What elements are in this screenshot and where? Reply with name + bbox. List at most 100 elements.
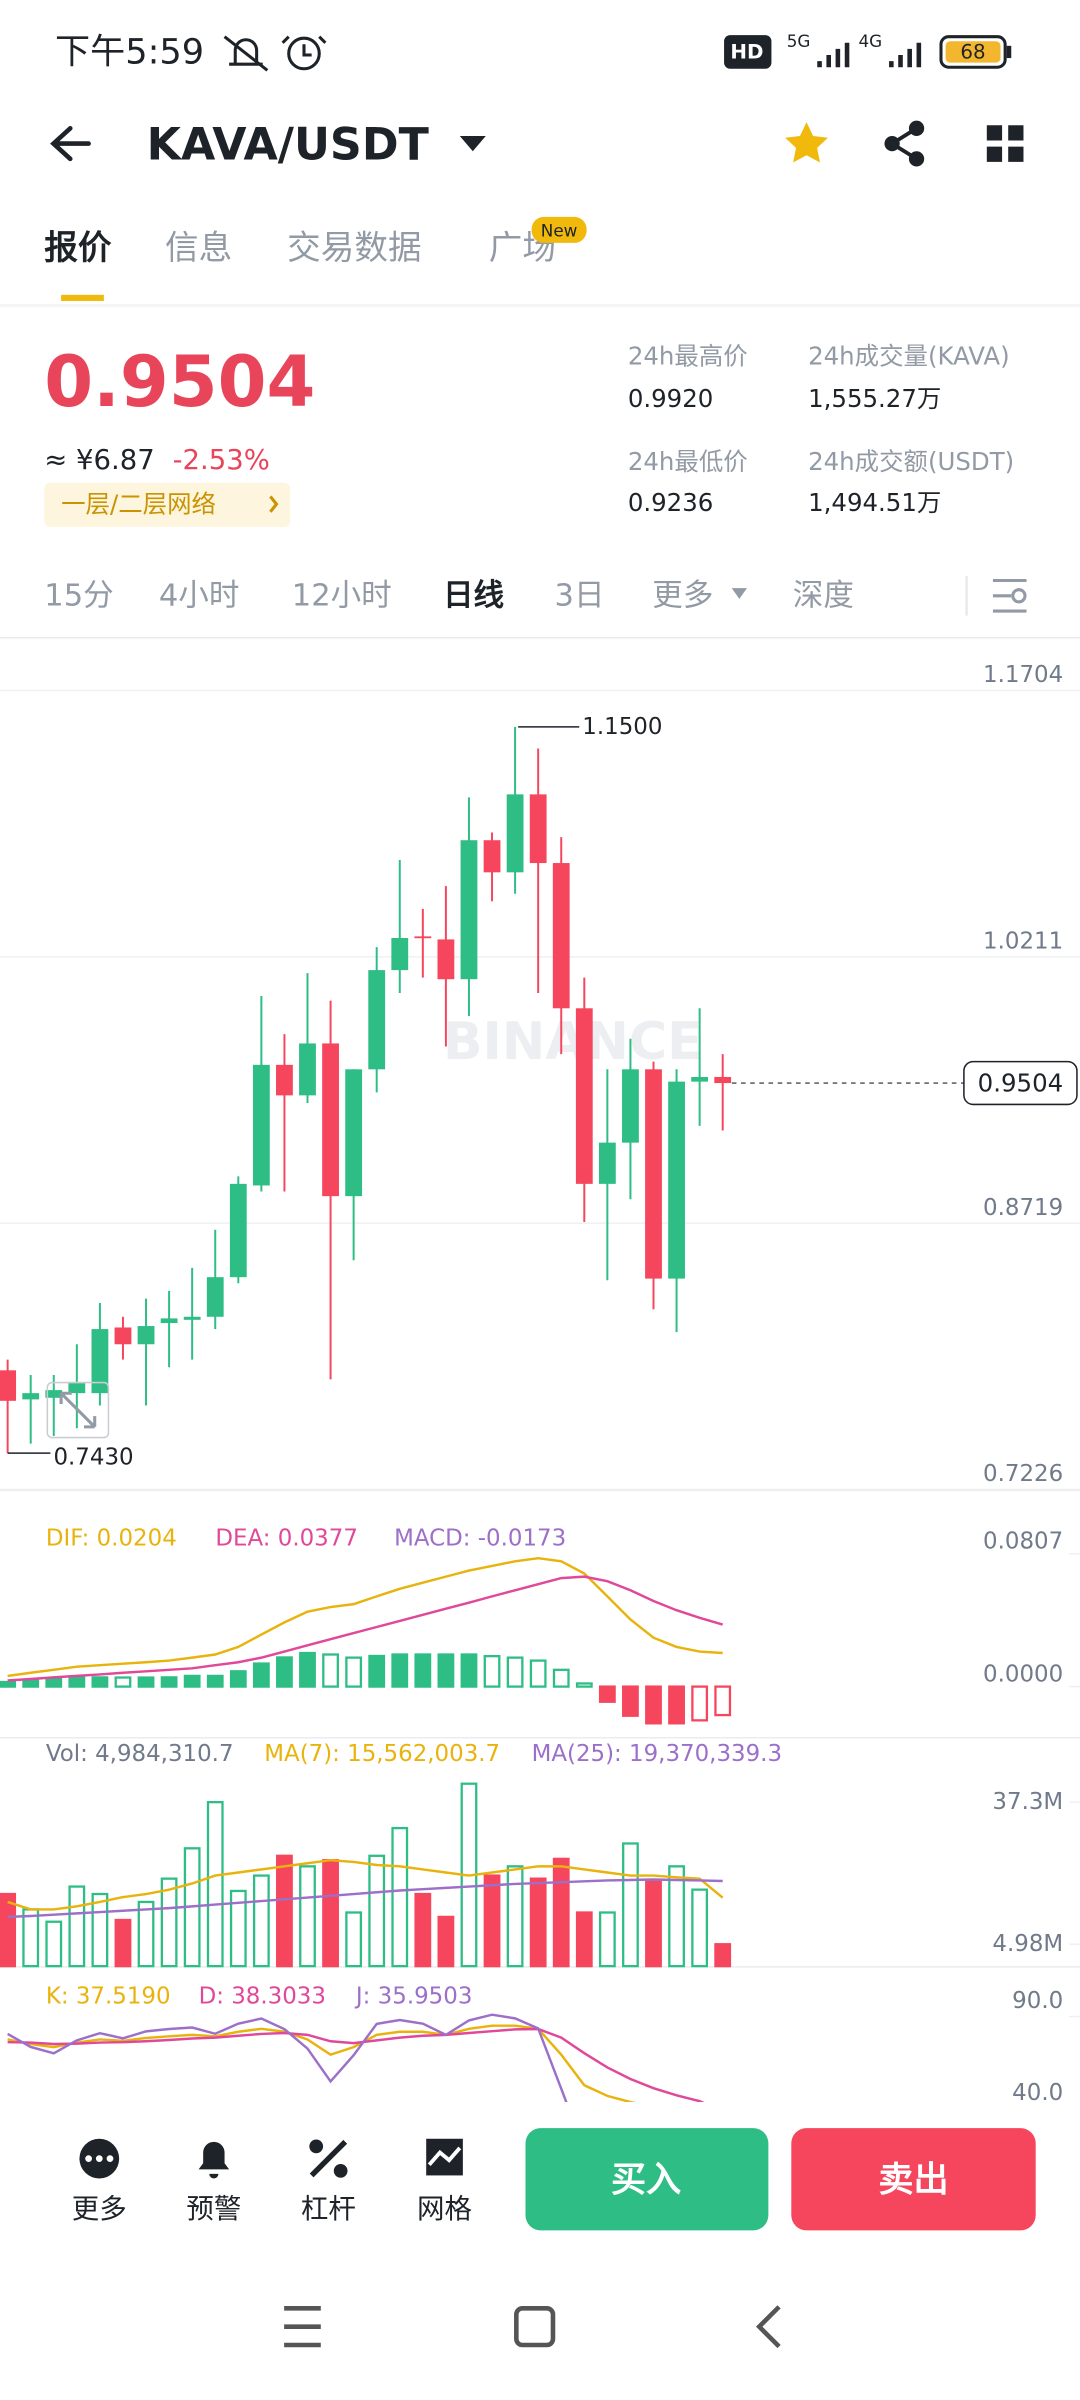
volume-bar: [529, 1877, 547, 1968]
legend-entry: D: 38.3033: [199, 1984, 326, 2010]
battery-tip: [1006, 45, 1012, 59]
volume-bar: [437, 1915, 455, 1968]
stat-label: 24h成交额(USDT): [808, 447, 1014, 476]
signal-2: [889, 42, 922, 68]
tab[interactable]: 报价: [44, 228, 112, 267]
j-line: [7, 2013, 568, 2103]
buy-button[interactable]: [525, 2128, 769, 2231]
sell-label[interactable]: 卖出: [878, 2160, 948, 2201]
volume-bar: [483, 1874, 501, 1968]
battery: [939, 35, 1007, 69]
nav-menu[interactable]: [284, 2306, 321, 2348]
macd-bar: [229, 1670, 247, 1688]
layout-button[interactable]: [986, 125, 1024, 162]
sell-button[interactable]: [791, 2128, 1036, 2231]
volume-bar: [45, 1920, 63, 1968]
interval[interactable]: 深度: [793, 578, 854, 613]
macd-bar: [22, 1679, 40, 1688]
candle-body: [206, 1277, 224, 1317]
network-pill[interactable]: [44, 482, 291, 528]
legend-entry: Vol: 4,984,310.7: [46, 1741, 234, 1767]
tab[interactable]: 交易数据: [287, 228, 421, 267]
network-text[interactable]: 一层/二层网络: [61, 490, 216, 519]
macd-bar: [552, 1668, 570, 1688]
signal-1: [817, 42, 850, 68]
pair-title[interactable]: KAVA/USDT: [147, 120, 429, 171]
interval[interactable]: 3日: [555, 578, 605, 613]
leverage-icon[interactable]: [309, 2139, 348, 2178]
volume-bar: [276, 1854, 293, 1968]
last-price-label: 0.9504: [978, 1069, 1064, 1098]
volume-bar: [368, 1854, 386, 1968]
y-tick-label: 0.0807: [983, 1529, 1063, 1555]
macd-bar: [645, 1685, 662, 1725]
action-label[interactable]: 网格: [417, 2193, 472, 2225]
expand-button[interactable]: [46, 1381, 110, 1439]
volume-bar: [575, 1911, 593, 1968]
legend-entry: MA(7): 15,562,003.7: [264, 1741, 500, 1767]
status-icons: [223, 35, 327, 72]
legend-entry: MACD: -0.0173: [394, 1525, 566, 1551]
candle-body: [160, 1318, 178, 1324]
volume-bar: [345, 1911, 363, 1968]
hd-text: HD: [730, 40, 763, 63]
macd-bar: [460, 1653, 478, 1688]
volume-bar: [299, 1865, 316, 1968]
macd-bar: [68, 1676, 86, 1688]
favorite-star[interactable]: [785, 122, 828, 163]
macd-bar: [668, 1685, 685, 1725]
share-button[interactable]: [884, 120, 925, 167]
settings-button[interactable]: [992, 578, 1027, 613]
interval[interactable]: 日线: [443, 578, 504, 613]
macd-bar: [575, 1682, 593, 1688]
action-label[interactable]: 杠杆: [301, 2193, 356, 2225]
macd-bar: [91, 1676, 109, 1688]
candle-body: [368, 970, 386, 1070]
legend-entry: K: 37.5190: [46, 1984, 171, 2010]
candle-body: [114, 1327, 132, 1345]
pair-caret[interactable]: [459, 135, 486, 152]
legend-entry: MA(25): 19,370,339.3: [532, 1741, 782, 1767]
y-tick-label: 40.0: [1012, 2080, 1063, 2106]
candle-body: [345, 1069, 363, 1197]
macd-bar: [483, 1654, 501, 1688]
battery-text: 68: [960, 40, 985, 63]
nav-home[interactable]: [514, 2306, 556, 2348]
y-tick-label: 90.0: [1012, 1988, 1063, 2014]
volume-bar: [598, 1911, 616, 1968]
candle-body: [0, 1370, 17, 1401]
candle-body: [68, 1382, 86, 1394]
d-line: [7, 2027, 705, 2103]
nav-back[interactable]: [755, 2305, 781, 2349]
volume-bar: [645, 1880, 662, 1968]
interval[interactable]: 12小时: [292, 578, 392, 613]
dot: [95, 2155, 103, 2162]
candle-body: [91, 1329, 109, 1394]
volume-bar: [622, 1842, 639, 1968]
interval[interactable]: 4小时: [159, 578, 240, 613]
candle-body: [483, 840, 501, 873]
interval[interactable]: 15分: [44, 578, 113, 613]
expand-icon: [59, 1391, 97, 1429]
buy-label[interactable]: 买入: [611, 2160, 681, 2201]
back-button[interactable]: [50, 126, 91, 162]
macd-bar: [322, 1653, 339, 1688]
macd-bar: [276, 1656, 293, 1688]
tab[interactable]: 信息: [165, 228, 232, 267]
macd-bar: [529, 1659, 547, 1688]
net-4g: 4G: [859, 31, 883, 51]
action-label[interactable]: 预警: [186, 2193, 241, 2225]
mute-icon: [223, 35, 269, 72]
last-price-box: [963, 1060, 1078, 1106]
action-label[interactable]: 更多: [72, 2193, 127, 2225]
price-change: -2.53%: [173, 444, 270, 476]
macd-bar: [414, 1653, 432, 1688]
interval[interactable]: 更多: [652, 578, 713, 613]
macd-bar: [206, 1674, 224, 1688]
panel-separator: [0, 1736, 1080, 1739]
volume-bar: [206, 1801, 224, 1968]
candle-body: [598, 1142, 616, 1184]
alert-icon[interactable]: [198, 2141, 230, 2179]
volume-bar: [229, 1889, 247, 1968]
